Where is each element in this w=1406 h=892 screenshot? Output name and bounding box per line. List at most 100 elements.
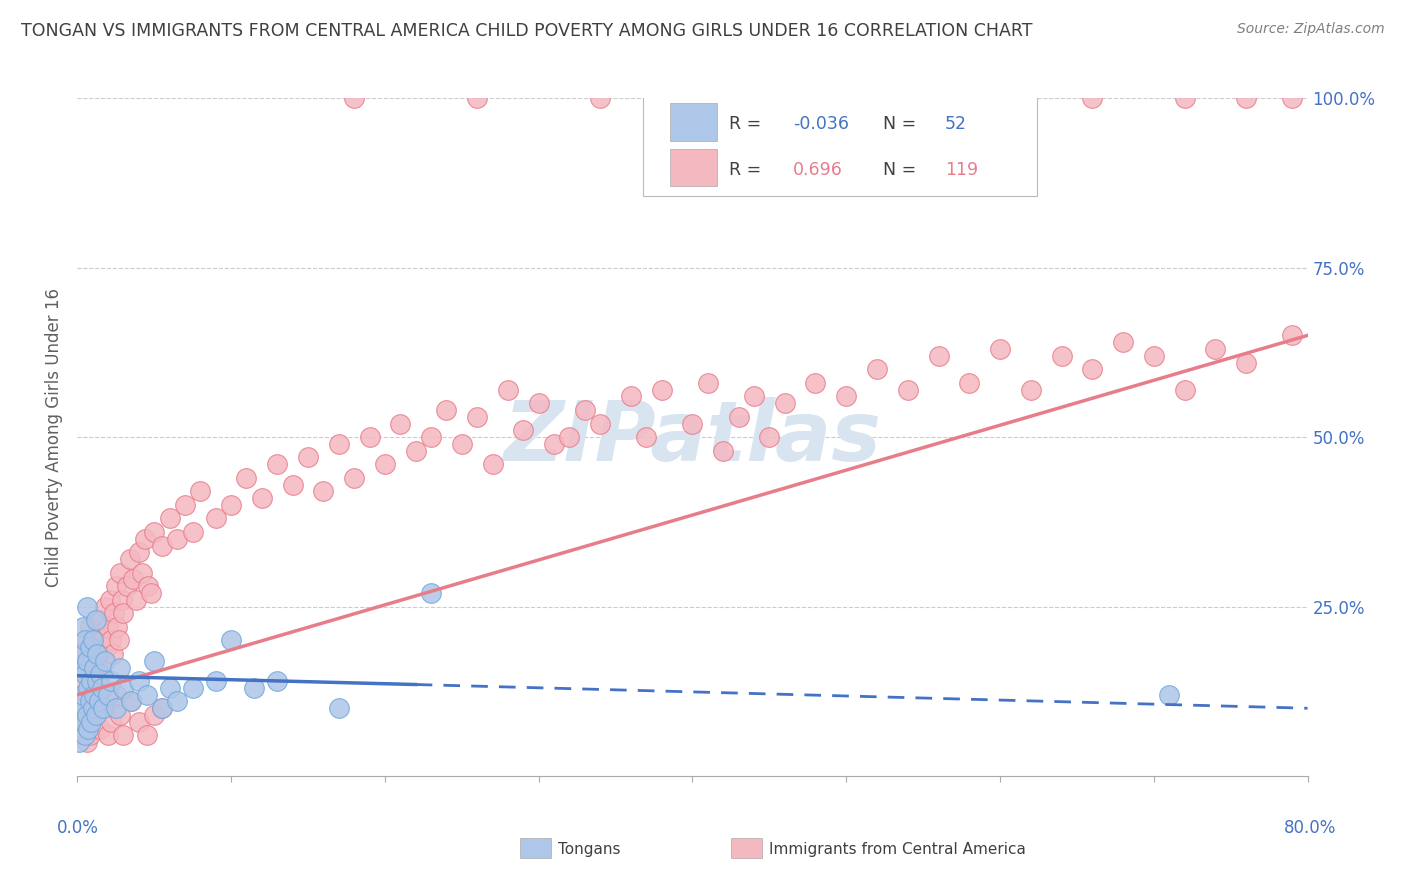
Point	[159, 681, 181, 695]
Point	[79, 620, 101, 634]
Point	[150, 701, 173, 715]
Point	[103, 607, 125, 621]
Point	[143, 524, 166, 539]
Text: Source: ZipAtlas.com: Source: ZipAtlas.com	[1237, 22, 1385, 37]
Point	[219, 498, 242, 512]
Point	[128, 674, 150, 689]
Point	[96, 640, 118, 655]
Point	[84, 708, 107, 723]
Point	[87, 647, 110, 661]
Point	[112, 607, 135, 621]
Point	[1174, 383, 1197, 397]
Text: -0.036: -0.036	[793, 115, 849, 133]
Point	[1204, 342, 1226, 356]
Point	[80, 654, 103, 668]
Point	[835, 389, 858, 403]
Point	[651, 383, 673, 397]
Point	[69, 701, 91, 715]
Text: N =: N =	[883, 115, 922, 133]
Point	[121, 573, 143, 587]
Point	[100, 674, 122, 689]
Point	[86, 674, 108, 689]
Point	[620, 389, 643, 403]
Point	[574, 403, 596, 417]
Point	[72, 620, 94, 634]
FancyBboxPatch shape	[671, 103, 717, 141]
Point	[420, 430, 443, 444]
Point	[77, 667, 100, 681]
Point	[82, 701, 104, 715]
Point	[174, 498, 197, 512]
Point	[80, 714, 103, 729]
Point	[86, 647, 108, 661]
Point	[136, 579, 159, 593]
Point	[83, 681, 105, 695]
Point	[589, 417, 612, 431]
Point	[250, 491, 273, 505]
Point	[70, 647, 93, 661]
Point	[143, 708, 166, 723]
Point	[77, 722, 100, 736]
Point	[76, 599, 98, 614]
Point	[1112, 335, 1135, 350]
Point	[97, 728, 120, 742]
Point	[94, 599, 117, 614]
Point	[120, 694, 142, 708]
Point	[97, 620, 120, 634]
Point	[166, 532, 188, 546]
Point	[773, 396, 796, 410]
Point	[69, 660, 91, 674]
Point	[589, 91, 612, 105]
Point	[76, 654, 98, 668]
FancyBboxPatch shape	[644, 91, 1038, 196]
Text: TONGAN VS IMMIGRANTS FROM CENTRAL AMERICA CHILD POVERTY AMONG GIRLS UNDER 16 COR: TONGAN VS IMMIGRANTS FROM CENTRAL AMERIC…	[21, 22, 1032, 40]
Point	[108, 633, 131, 648]
Point	[79, 694, 101, 708]
Point	[83, 688, 105, 702]
Point	[86, 660, 108, 674]
Point	[543, 437, 565, 451]
Point	[100, 633, 122, 648]
Text: 119: 119	[945, 161, 977, 178]
Point	[181, 681, 204, 695]
Text: R =: R =	[730, 161, 768, 178]
Point	[67, 735, 90, 749]
Point	[235, 471, 257, 485]
Point	[79, 728, 101, 742]
Point	[150, 539, 173, 553]
Point	[90, 681, 114, 695]
Point	[93, 701, 115, 715]
Point	[420, 586, 443, 600]
Text: N =: N =	[883, 161, 922, 178]
Point	[711, 443, 734, 458]
Point	[120, 694, 142, 708]
Point	[128, 714, 150, 729]
Point	[82, 633, 104, 648]
Point	[450, 437, 472, 451]
Point	[1281, 91, 1303, 105]
Point	[104, 579, 127, 593]
Point	[118, 552, 141, 566]
Point	[110, 708, 132, 723]
Point	[76, 708, 98, 723]
Point	[512, 423, 534, 437]
Point	[405, 443, 427, 458]
Point	[98, 592, 121, 607]
Point	[150, 701, 173, 715]
Point	[79, 640, 101, 655]
Point	[266, 457, 288, 471]
Point	[204, 674, 226, 689]
Point	[436, 403, 458, 417]
Point	[359, 430, 381, 444]
Point	[481, 457, 503, 471]
Point	[297, 450, 319, 465]
Point	[727, 409, 749, 424]
Point	[112, 728, 135, 742]
Point	[204, 511, 226, 525]
Point	[141, 586, 163, 600]
Text: ZIPatlas: ZIPatlas	[503, 397, 882, 477]
Point	[67, 688, 90, 702]
Point	[73, 701, 96, 715]
Point	[90, 633, 114, 648]
Point	[128, 545, 150, 559]
